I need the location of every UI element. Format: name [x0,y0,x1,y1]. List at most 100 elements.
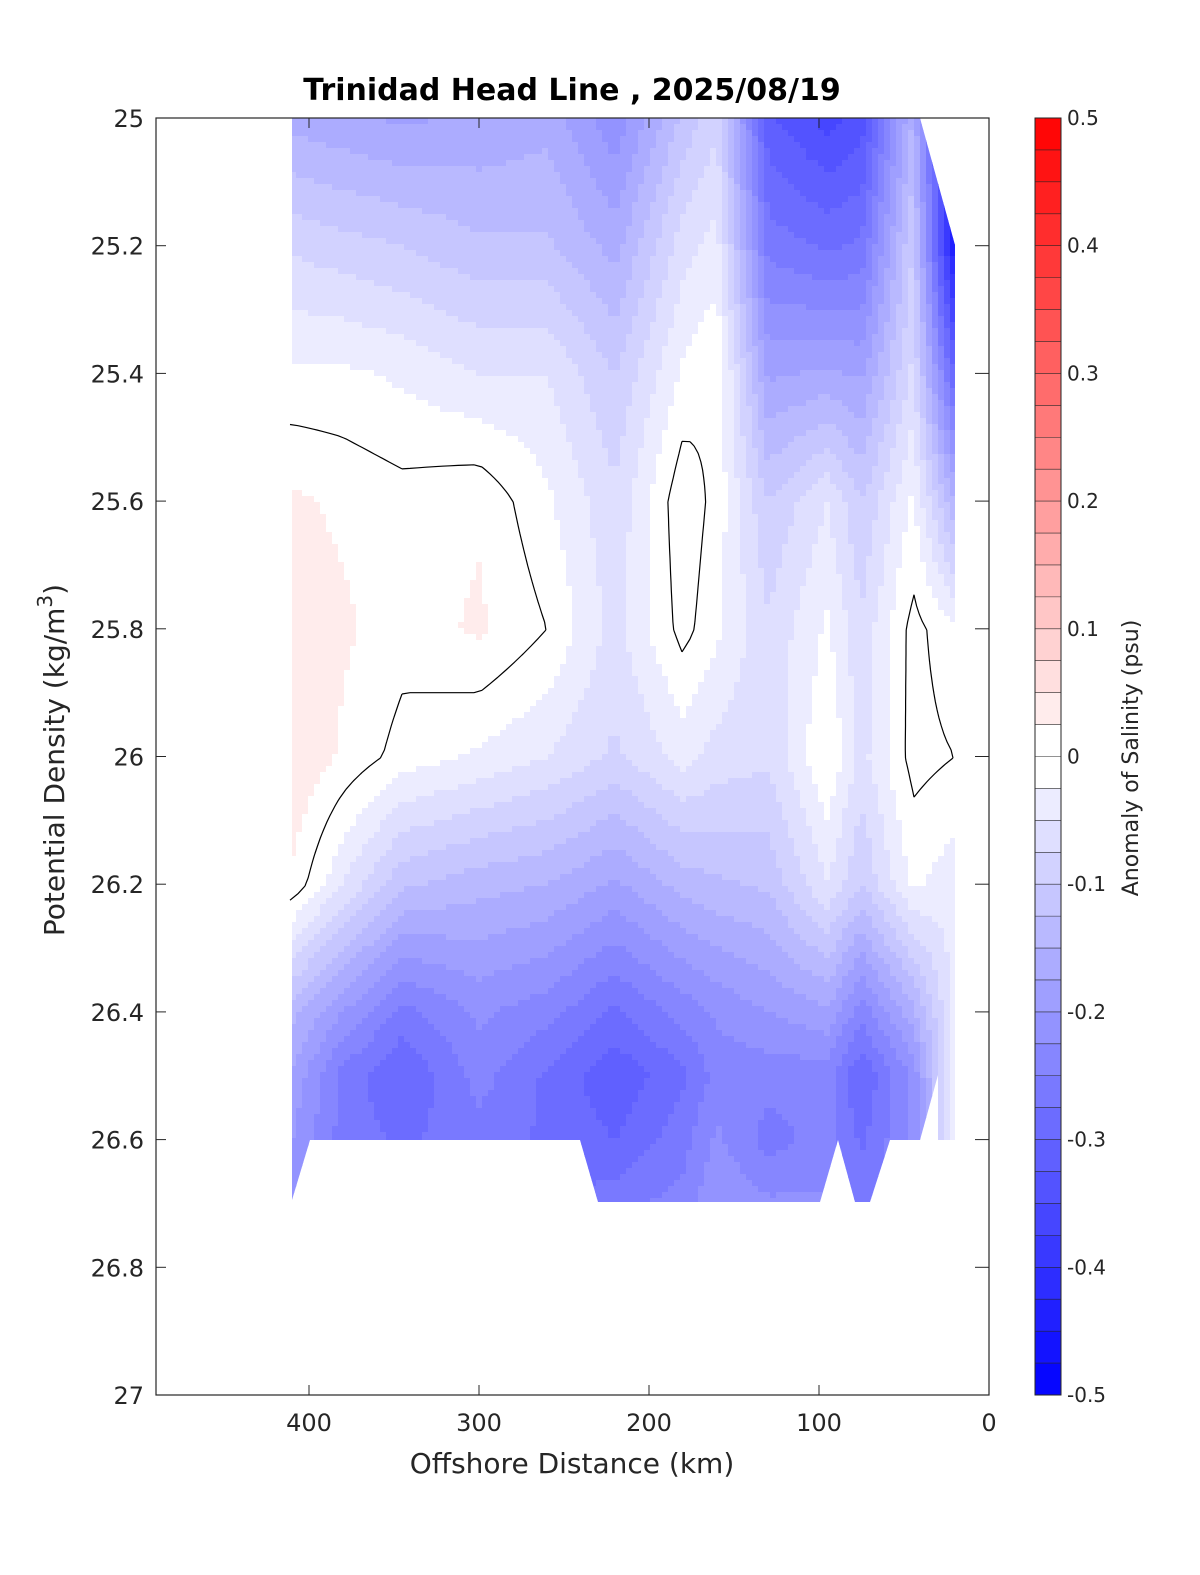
field-cell [668,166,675,173]
field-cell [740,160,747,167]
field-cell [356,274,363,281]
field-cell [440,370,447,377]
field-cell [404,154,411,161]
field-cell [416,304,423,311]
field-cell [776,280,783,287]
field-cell [584,352,591,359]
field-cell [518,346,525,353]
field-cell [542,238,549,245]
field-cell [566,328,573,335]
field-cell [602,136,609,143]
field-cell [380,208,387,215]
field-cell [728,268,735,275]
field-cell [506,298,513,305]
field-cell [548,280,555,287]
field-cell [494,160,501,167]
field-cell [644,352,651,359]
field-cell [578,196,585,203]
field-cell [572,364,579,371]
field-cell [374,184,381,191]
field-cell [506,178,513,185]
field-cell [620,358,627,365]
field-cell [482,346,489,353]
field-cell [716,226,723,233]
field-cell [896,280,903,287]
field-cell [368,220,375,227]
field-cell [836,160,843,167]
field-cell [476,298,483,305]
field-cell [302,148,309,155]
field-cell [626,298,633,305]
field-cell [680,322,687,329]
field-cell [536,166,543,173]
field-cell [776,178,783,185]
field-cell [338,244,345,251]
field-cell [800,256,807,263]
field-cell [410,262,417,269]
field-cell [842,358,849,365]
field-cell [908,376,915,383]
field-cell [560,316,567,323]
field-cell [482,202,489,209]
field-cell [782,154,789,161]
field-cell [434,250,441,257]
field-cell [896,274,903,281]
field-cell [596,322,603,329]
field-cell [698,340,705,347]
field-cell [572,316,579,323]
field-cell [584,172,591,179]
field-cell [764,202,771,209]
field-cell [824,202,831,209]
field-cell [506,142,513,149]
field-cell [692,370,699,377]
field-cell [692,298,699,305]
field-cell [296,244,303,251]
field-cell [866,250,873,257]
field-cell [452,370,459,377]
field-cell [440,160,447,167]
field-cell [368,196,375,203]
field-cell [776,274,783,281]
field-cell [860,298,867,305]
field-cell [728,328,735,335]
field-cell [356,202,363,209]
field-cell [734,304,741,311]
field-cell [806,184,813,191]
field-cell [602,346,609,353]
field-cell [452,202,459,209]
field-cell [866,376,873,383]
field-cell [446,364,453,371]
field-cell [292,214,297,221]
field-cell [338,148,345,155]
field-cell [908,136,915,143]
field-cell [410,124,417,131]
field-cell [596,184,603,191]
field-cell [488,340,495,347]
field-cell [644,346,651,353]
field-cell [626,328,633,335]
field-cell [596,196,603,203]
field-cell [632,190,639,197]
field-cell [704,268,711,275]
field-cell [842,346,849,353]
field-cell [320,184,327,191]
field-cell [632,244,639,251]
field-cell [620,280,627,287]
field-cell [308,244,315,251]
field-cell [632,298,639,305]
field-cell [800,196,807,203]
field-cell [536,334,543,341]
field-cell [914,286,921,293]
field-cell [800,262,807,269]
field-cell [302,136,309,143]
field-cell [398,346,405,353]
field-cell [854,124,861,131]
field-cell [560,154,567,161]
field-cell [302,382,309,389]
field-cell [590,310,597,317]
field-cell [908,262,915,269]
field-cell [590,142,597,149]
field-cell [584,280,591,287]
field-cell [842,376,849,383]
field-cell [338,358,345,365]
